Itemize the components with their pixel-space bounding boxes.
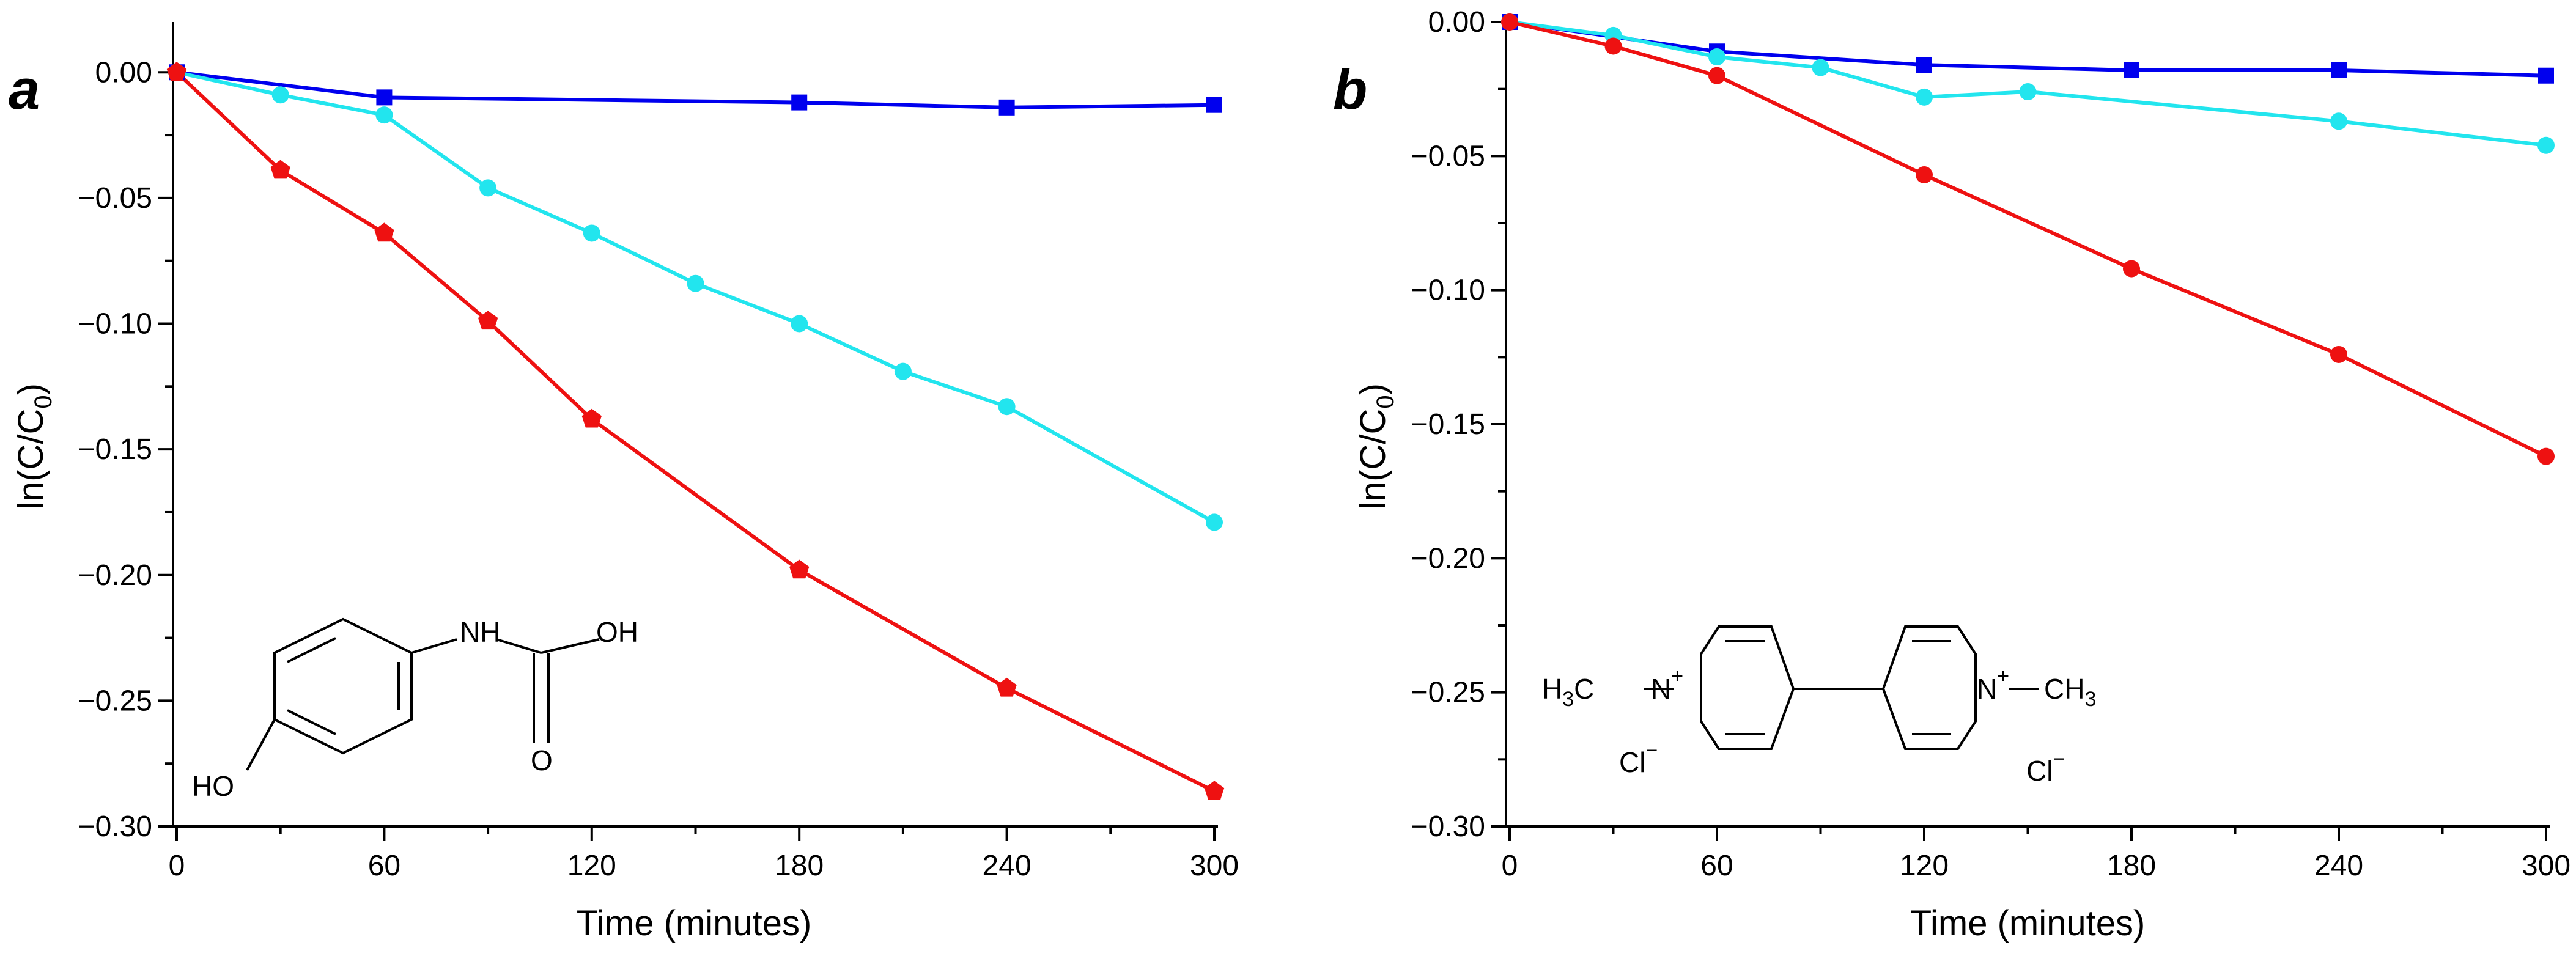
data-point-red [997,677,1017,697]
data-point-blue [2538,67,2554,84]
chem-label-ch3: CH3 [2044,673,2096,711]
data-point-red [1501,13,1518,31]
ticks-a: 0 60 120 180 240 300 0.00 −0.05 −0.10 −0.15 −0.20 −… [78,56,1239,882]
y-tick-label: −0.25 [78,685,152,717]
y-tick-label: −0.20 [1411,542,1485,575]
data-point-red [478,311,498,330]
chart-a: a Time (minutes) ln(C/C0) 0 60 120 180 240 30… [9,22,1239,943]
data-point-cyan [1812,59,1829,76]
data-point-cyan [1708,48,1725,66]
axes-b [1505,22,2550,828]
y-tick-label: −0.05 [1411,140,1485,172]
data-point-red [270,160,290,179]
y-axis-label-b: ln(C/C0) [1353,383,1399,509]
ticks-b: 0 60 120 180 240 300 0.00 −0.05 −0.10 −0.15 −0.20 −… [1411,6,2571,882]
y-tick-label: −0.20 [78,559,152,592]
data-point-blue [2124,62,2139,78]
chem-label-cl-right: Cl− [2026,748,2065,787]
y-tick-label: −0.10 [78,308,152,340]
series-line-cyan [176,70,1216,524]
data-point-blue [1206,97,1222,113]
data-point-blue [998,99,1015,116]
data-point-cyan [1916,88,1933,106]
data-point-red [1604,37,1622,55]
data-point-red [2330,345,2347,363]
x-tick-label: 120 [1900,850,1949,882]
x-axis-label-a: Time (minutes) [577,903,812,943]
data-point-blue [2331,62,2347,78]
data-point-cyan [583,224,600,242]
chem-label-ho: HO [192,770,234,802]
y-tick-label: −0.30 [1411,811,1485,843]
y-tick-label: −0.15 [1411,408,1485,441]
chem-label-cl-left: Cl− [1619,739,1658,778]
x-tick-label: 60 [1700,850,1733,882]
x-tick-label: 180 [2107,850,2156,882]
panel-label-a: a [9,59,40,121]
panel-label-b: b [1333,59,1367,121]
chem-label-h3c: H3C [1542,673,1594,711]
data-point-cyan [894,362,912,380]
data-point-red [2537,447,2555,465]
series-line-cyan [1509,20,2547,147]
chemical-structure-inset-b: H3C N+ N+ CH3 Cl− Cl− [1542,625,2096,787]
data-point-blue [376,89,393,106]
data-point-red [1916,166,1933,184]
chem-label-nh: NH [460,616,500,648]
x-tick-label: 300 [1190,850,1239,882]
data-point-cyan [2537,136,2555,154]
x-tick-label: 180 [775,850,824,882]
data-point-cyan [375,106,393,124]
x-tick-label: 0 [1502,850,1518,882]
y-tick-label: 0.00 [95,56,152,89]
data-point-blue [1916,57,1932,73]
y-tick-label: −0.30 [78,811,152,843]
series-markers-a [166,62,1225,800]
data-point-cyan [271,86,289,104]
x-tick-label: 60 [368,850,400,882]
data-point-cyan [687,274,704,292]
series-line-blue [1509,20,2547,78]
data-point-red [789,559,810,579]
data-point-cyan [998,398,1016,416]
axes-a [172,22,1218,828]
data-point-cyan [479,179,497,197]
data-point-red [374,222,394,242]
y-tick-label: 0.00 [1428,6,1485,39]
series-line-red [175,71,1216,793]
data-point-cyan [2019,83,2037,101]
y-axis-label-a: ln(C/C0) [11,383,57,509]
x-tick-label: 0 [169,850,185,882]
data-point-cyan [1206,513,1223,531]
series-line-blue [176,70,1215,109]
data-point-red [1708,67,1725,84]
y-tick-label: −0.05 [78,182,152,215]
data-point-red [2123,260,2140,278]
x-tick-label: 240 [2314,850,2363,882]
y-tick-label: −0.25 [1411,677,1485,709]
chem-label-n-left: N+ [1651,664,1683,705]
y-tick-label: −0.10 [1411,274,1485,307]
data-point-red [166,62,187,81]
series-markers-b [1501,13,2555,465]
x-tick-label: 300 [2522,850,2570,882]
chem-label-n-right: N+ [1977,664,2009,705]
chemical-structure-inset-a: NH OH O HO [192,616,638,802]
series-lines-a [175,70,1216,793]
y-tick-label: −0.15 [78,433,152,466]
x-tick-label: 120 [567,850,616,882]
data-point-red [1204,781,1225,800]
x-axis-label-b: Time (minutes) [1910,903,2146,943]
chem-label-o: O [531,745,553,776]
data-point-blue [791,94,808,111]
chem-label-oh: OH [596,616,638,648]
data-point-red [581,408,602,428]
chart-b: b Time (minutes) ln(C/C0) 0 60 120 180 240 30… [1333,6,2570,943]
x-tick-label: 240 [983,850,1032,882]
data-point-cyan [791,315,808,333]
data-point-cyan [2330,112,2347,130]
